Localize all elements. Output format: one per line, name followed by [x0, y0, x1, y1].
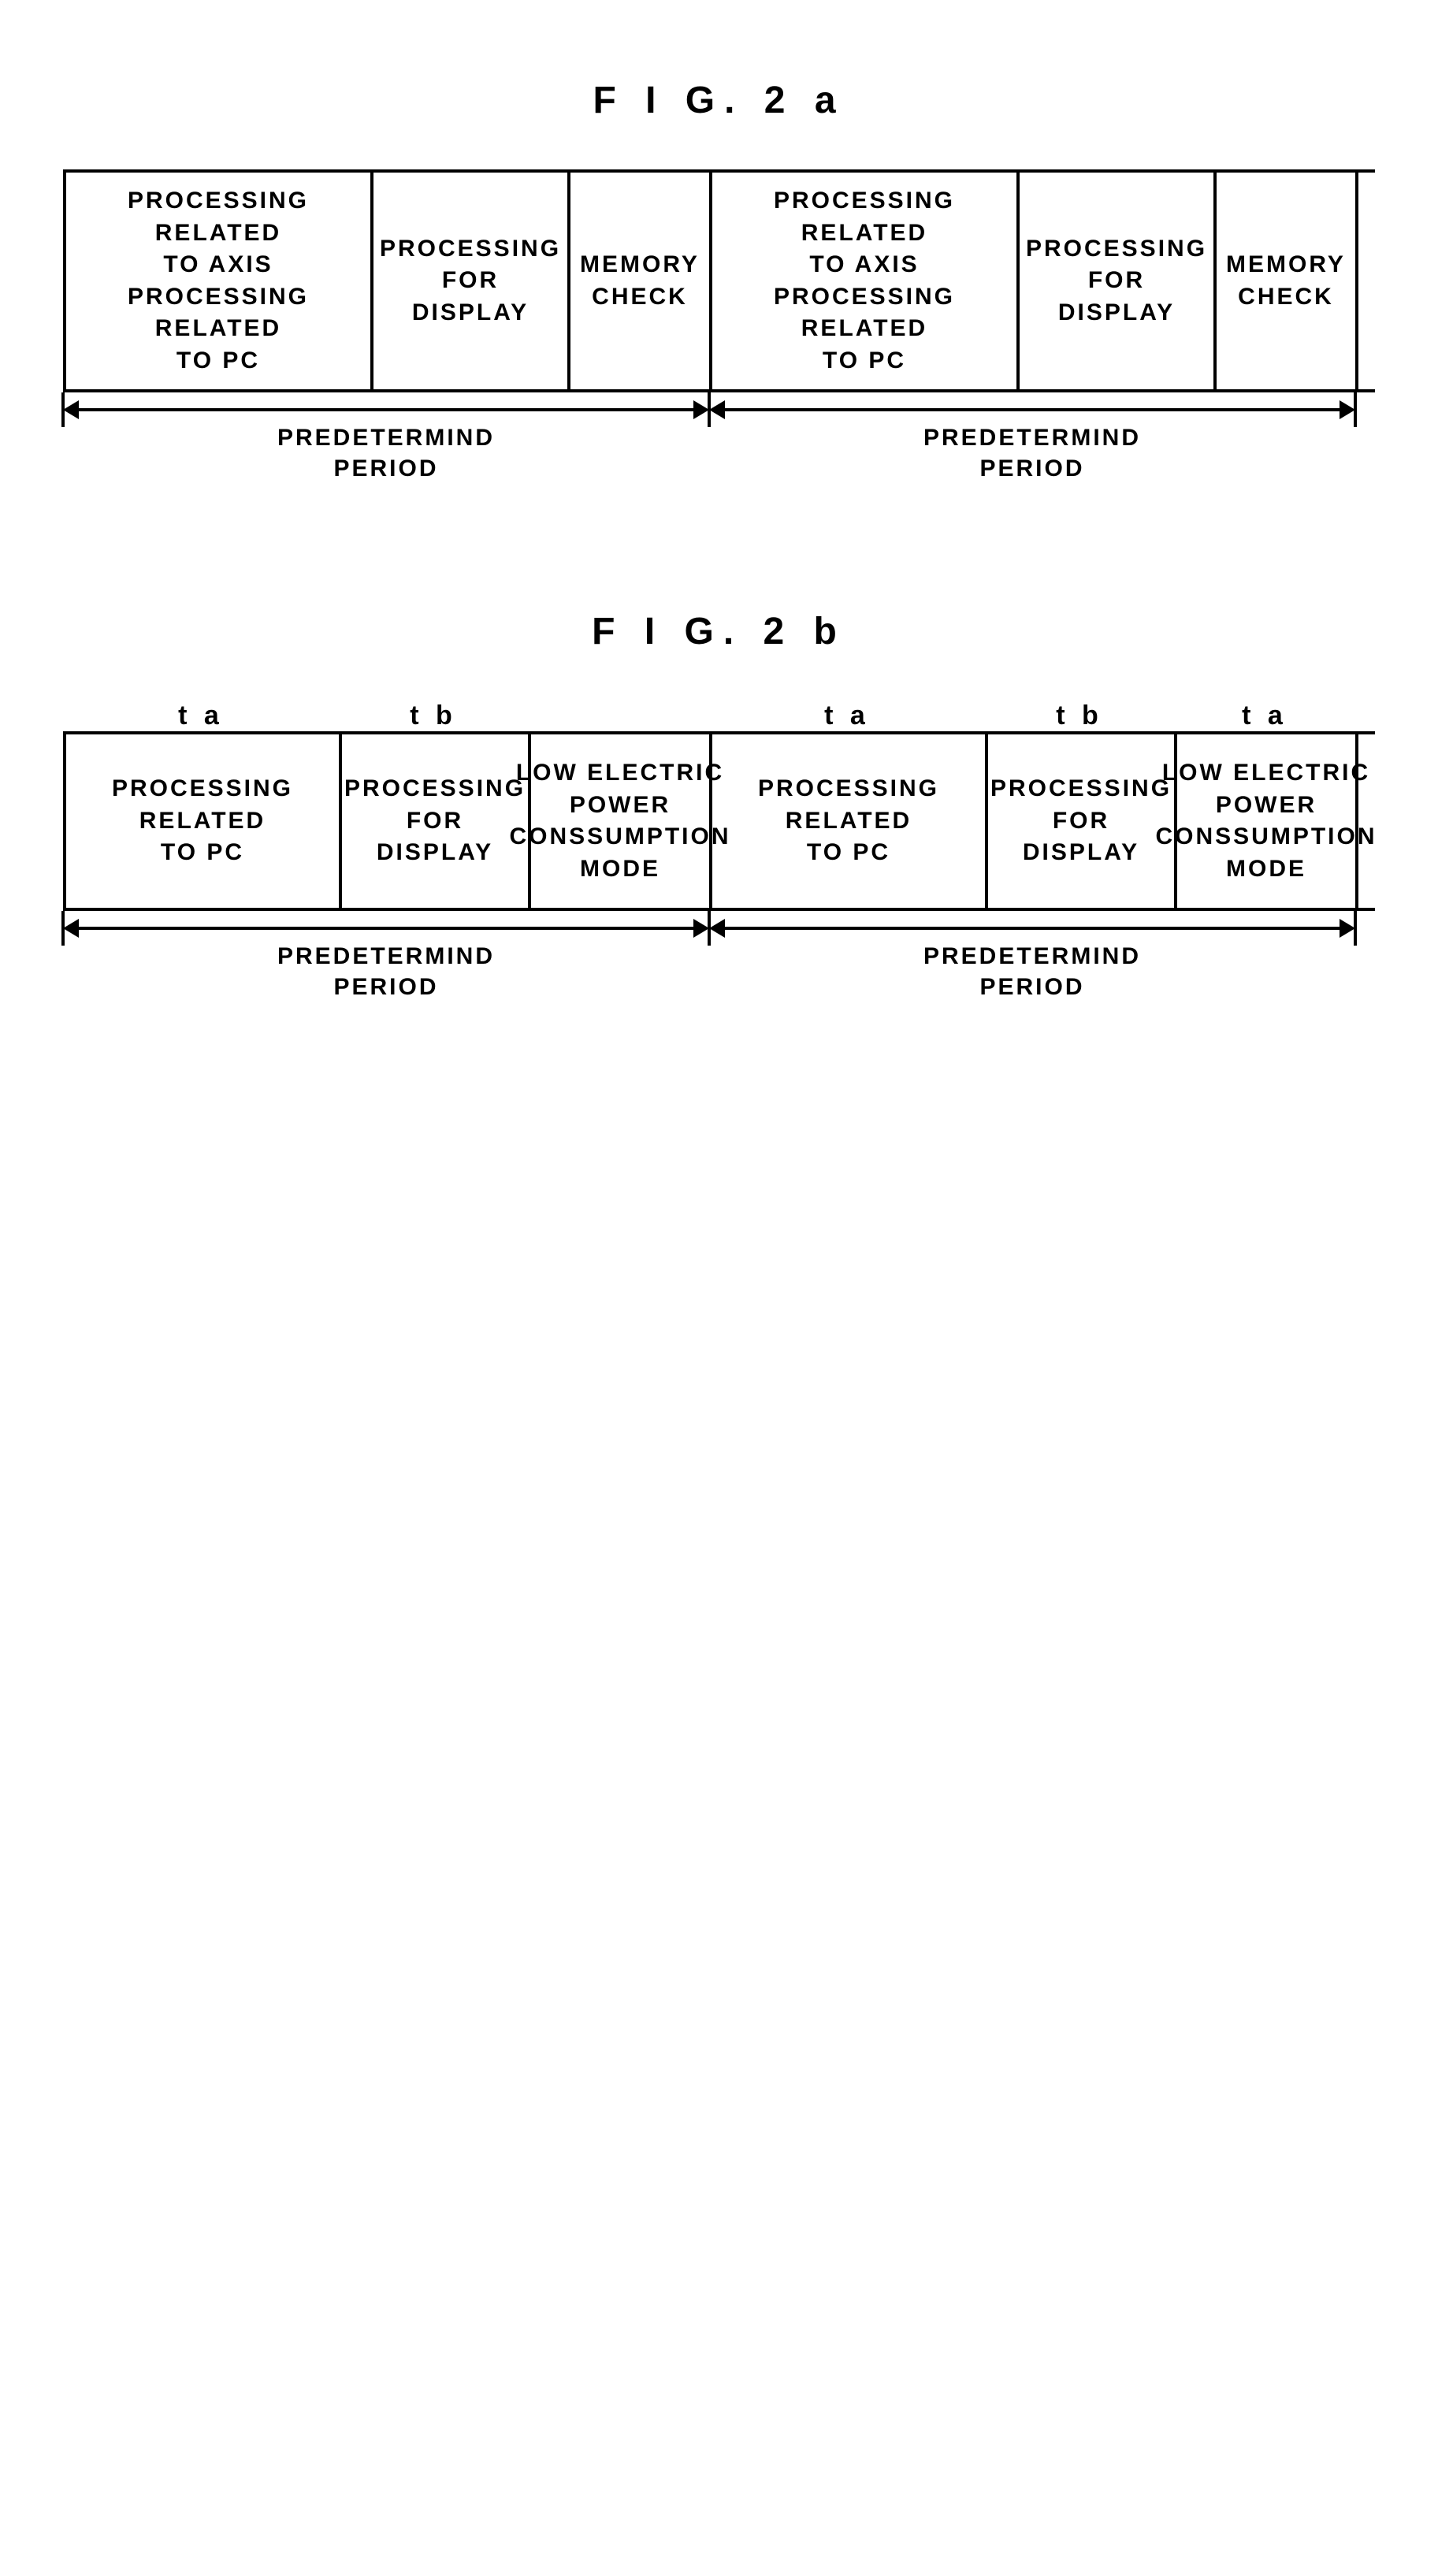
arrow-icon — [709, 400, 1355, 419]
fig2b-time-5: t a — [1174, 701, 1355, 731]
fig2b-time-0: t a — [63, 701, 339, 731]
fig2b-time-2 — [528, 701, 709, 731]
period-label: PREDETERMINDPERIOD — [277, 943, 495, 1000]
fig2a-period-1: PREDETERMINDPERIOD — [709, 400, 1355, 484]
fig2a-block-0: PROCESSING RELATEDTO AXISPROCESSING RELA… — [66, 173, 373, 389]
fig2b-block-2: LOW ELECTRICPOWERCONSSUMPTIONMODE — [531, 734, 712, 908]
arrow-icon — [709, 919, 1355, 938]
period-label: PREDETERMINDPERIOD — [277, 425, 495, 481]
fig2a-timeline: PROCESSING RELATEDTO AXISPROCESSING RELA… — [63, 169, 1375, 392]
fig2b-period-1: PREDETERMINDPERIOD — [709, 919, 1355, 1002]
fig2b-timeline: PROCESSING RELATEDTO PC PROCESSINGFORDIS… — [63, 731, 1375, 911]
fig2a-period-0: PREDETERMINDPERIOD — [63, 400, 709, 484]
fig2a-block-4: PROCESSINGFORDISPLAY — [1020, 173, 1217, 389]
period-label: PREDETERMINDPERIOD — [923, 943, 1141, 1000]
fig2b-block-0: PROCESSING RELATEDTO PC — [66, 734, 342, 908]
fig2b-time-1: t b — [339, 701, 528, 731]
figure-2b-title: F I G. 2 b — [63, 610, 1375, 653]
figure-2a-title: F I G. 2 a — [63, 79, 1375, 122]
fig2b-period-0: PREDETERMINDPERIOD — [63, 919, 709, 1002]
fig2b-time-labels: t a t b t a t b t a — [63, 701, 1375, 731]
fig2a-block-2: MEMORYCHECK — [570, 173, 712, 389]
fig2b-time-4: t b — [985, 701, 1174, 731]
fig2b-time-3: t a — [709, 701, 985, 731]
fig2b-block-5: LOW ELECTRICPOWERCONSSUMPTIONMODE — [1177, 734, 1358, 908]
fig2b-block-1: PROCESSINGFORDISPLAY — [342, 734, 531, 908]
period-label: PREDETERMINDPERIOD — [923, 425, 1141, 481]
fig2b-block-4: PROCESSINGFORDISPLAY — [988, 734, 1177, 908]
fig2a-block-1: PROCESSINGFORDISPLAY — [373, 173, 570, 389]
fig2b-periods: PREDETERMINDPERIOD PREDETERMINDPERIOD — [63, 919, 1375, 1002]
fig2b-block-3: PROCESSING RELATEDTO PC — [712, 734, 988, 908]
fig2a-periods: PREDETERMINDPERIOD PREDETERMINDPERIOD — [63, 400, 1375, 484]
fig2a-block-3: PROCESSING RELATEDTO AXISPROCESSING RELA… — [712, 173, 1020, 389]
arrow-icon — [63, 919, 709, 938]
arrow-icon — [63, 400, 709, 419]
figure-2b: F I G. 2 b t a t b t a t b t a PROCESSIN… — [63, 610, 1375, 1002]
fig2a-block-5: MEMORYCHECK — [1217, 173, 1358, 389]
figure-2a: F I G. 2 a PROCESSING RELATEDTO AXISPROC… — [63, 79, 1375, 484]
